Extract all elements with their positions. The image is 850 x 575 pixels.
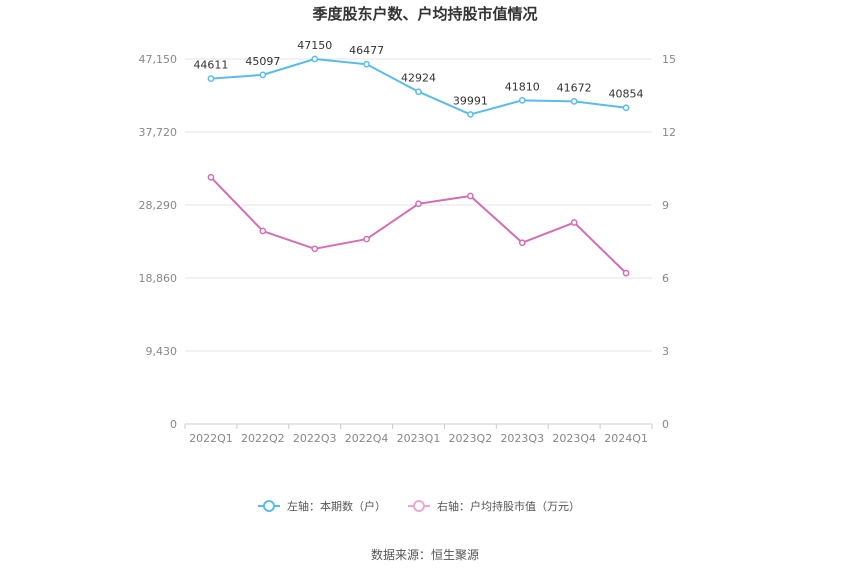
data-point[interactable] xyxy=(363,60,370,68)
data-point[interactable] xyxy=(467,111,474,118)
right-axis-tick-label: 0 xyxy=(662,418,669,431)
data-label: 40854 xyxy=(609,88,644,101)
right-axis-tick-label: 3 xyxy=(662,345,669,358)
data-point[interactable] xyxy=(259,227,267,235)
left-axis-tick-label: 37,720 xyxy=(139,126,178,139)
data-point[interactable] xyxy=(363,235,370,243)
data-point[interactable] xyxy=(570,219,578,226)
data-point[interactable] xyxy=(207,75,215,83)
data-point[interactable] xyxy=(518,96,526,104)
data-point[interactable] xyxy=(570,98,578,105)
data-point[interactable] xyxy=(259,71,267,79)
grid xyxy=(185,58,652,425)
left-axis-tick-label: 0 xyxy=(170,418,177,431)
data-label: 45097 xyxy=(245,55,280,68)
x-axis-tick-label: 2023Q1 xyxy=(397,432,441,445)
legend-item-avg-holding[interactable]: 右轴：户均持股市值（万元） xyxy=(408,499,580,513)
right-axis-tick-label: 6 xyxy=(662,272,669,285)
data-point[interactable] xyxy=(467,192,474,200)
x-axis-tick-label: 2022Q3 xyxy=(293,432,337,445)
chart-title: 季度股东户数、户均持股市值情况 xyxy=(312,5,537,23)
legend-label-households: 左轴：本期数（户） xyxy=(287,499,386,513)
x-axis-tick-label: 2022Q2 xyxy=(241,432,285,445)
data-point[interactable] xyxy=(415,200,422,208)
data-point[interactable] xyxy=(311,245,319,253)
data-source: 数据来源：恒生聚源 xyxy=(371,547,479,562)
legend-marker-households xyxy=(263,500,275,512)
data-label: 41672 xyxy=(557,81,592,94)
right-axis-tick-label: 9 xyxy=(662,199,669,212)
left-axis-tick-label: 28,290 xyxy=(139,199,178,212)
right-axis-tick-label: 12 xyxy=(662,126,676,139)
data-point[interactable] xyxy=(207,173,215,181)
data-label: 42924 xyxy=(401,72,436,85)
x-axis-tick-label: 2023Q2 xyxy=(449,432,493,445)
series-group: 44611 45097 47150 46477 42924 39991 41810 41672… xyxy=(193,39,644,277)
x-axis-tick-label: 2024Q1 xyxy=(604,432,648,445)
data-point[interactable] xyxy=(622,269,630,277)
legend-marker-avg-holding xyxy=(413,500,425,512)
left-axis-tick-label: 47,150 xyxy=(139,53,178,66)
data-point[interactable] xyxy=(622,104,630,112)
data-point[interactable] xyxy=(415,88,422,96)
series-0: 44611 45097 47150 46477 42924 39991 41810 41672… xyxy=(193,39,644,118)
data-point[interactable] xyxy=(518,239,526,247)
series-line-1 xyxy=(210,176,627,274)
legend-label-avg-holding: 右轴：户均持股市值（万元） xyxy=(437,499,580,513)
x-axis-tick-label: 2022Q4 xyxy=(345,432,389,445)
x-axis-tick-label: 2022Q1 xyxy=(189,432,233,445)
series-1 xyxy=(207,173,630,277)
x-axis-ticks: 2022Q1 2022Q2 2022Q3 2022Q4 2023Q1 2023Q2 2023… xyxy=(184,424,653,445)
left-axis-tick-label: 9,430 xyxy=(146,345,178,358)
legend-item-households[interactable]: 左轴：本期数（户） xyxy=(258,499,386,513)
left-axis-tick-label: 18,860 xyxy=(139,272,178,285)
data-label: 47150 xyxy=(297,39,332,52)
data-label: 46477 xyxy=(349,44,384,57)
data-label: 41810 xyxy=(505,80,540,93)
data-point[interactable] xyxy=(311,55,319,63)
legend: 左轴：本期数（户） 右轴：户均持股市值（万元） xyxy=(258,499,580,513)
x-axis-tick-label: 2023Q3 xyxy=(500,432,544,445)
data-label: 39991 xyxy=(453,94,488,107)
data-label: 44611 xyxy=(193,59,228,72)
left-axis-ticks: 0 9,430 18,860 28,290 37,720 47,150 xyxy=(139,53,178,431)
right-axis-tick-label: 15 xyxy=(662,53,676,66)
right-axis-ticks: 0 3 6 9 12 15 xyxy=(662,53,676,431)
x-axis-tick-label: 2023Q4 xyxy=(552,432,596,445)
